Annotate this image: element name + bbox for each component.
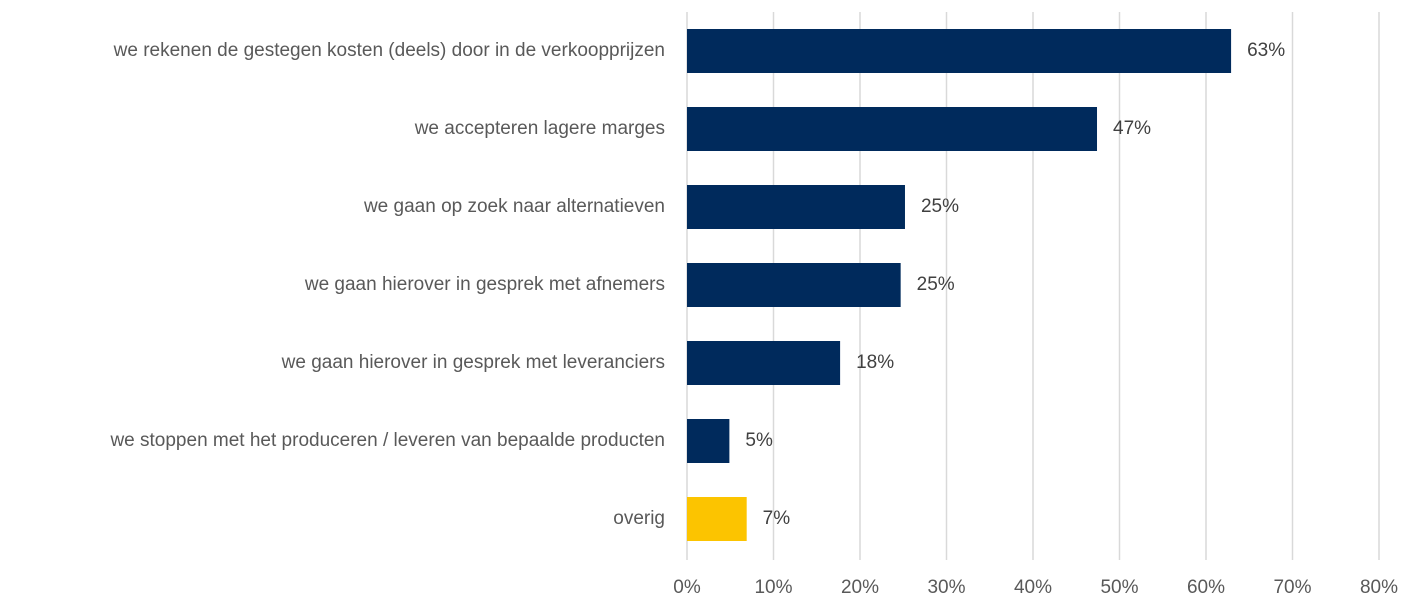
bar	[687, 185, 905, 229]
data-label: 25%	[921, 196, 959, 217]
category-label: we stoppen met het produceren / leveren …	[109, 430, 665, 451]
category-label: we accepteren lagere marges	[414, 118, 665, 139]
data-label: 5%	[745, 430, 773, 451]
data-label: 25%	[917, 274, 955, 295]
x-tick-label: 30%	[927, 577, 965, 598]
x-tick-label: 70%	[1273, 577, 1311, 598]
bar	[687, 29, 1232, 73]
x-tick-label: 60%	[1187, 577, 1225, 598]
x-tick-label: 10%	[754, 577, 792, 598]
x-tick-label: 50%	[1100, 577, 1138, 598]
bar	[687, 419, 730, 463]
bar	[687, 497, 747, 541]
data-label: 18%	[856, 352, 894, 373]
bar	[687, 107, 1098, 151]
x-tick-label: 80%	[1360, 577, 1398, 598]
data-label: 47%	[1113, 118, 1151, 139]
x-tick-label: 40%	[1014, 577, 1052, 598]
category-label: we gaan hierover in gesprek met leveranc…	[281, 352, 665, 373]
data-label: 63%	[1247, 40, 1285, 61]
category-label: overig	[613, 508, 665, 529]
x-tick-label: 20%	[841, 577, 879, 598]
bar	[687, 263, 901, 307]
x-tick-label: 0%	[673, 577, 701, 598]
bar	[687, 341, 841, 385]
category-label: we gaan hierover in gesprek met afnemers	[304, 274, 665, 295]
category-label: we rekenen de gestegen kosten (deels) do…	[113, 40, 665, 61]
category-label: we gaan op zoek naar alternatieven	[363, 196, 665, 217]
data-label: 7%	[763, 508, 791, 529]
